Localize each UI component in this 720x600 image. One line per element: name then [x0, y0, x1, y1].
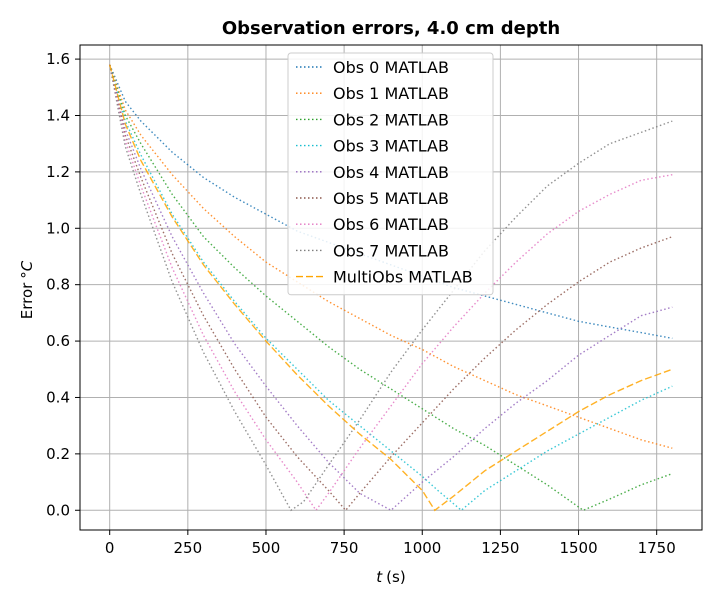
x-tick-label: 1750	[638, 539, 676, 557]
series-line-7	[109, 64, 673, 512]
x-tick-label: 1250	[481, 539, 519, 557]
x-axis-label-var: t	[376, 568, 383, 586]
y-tick-label: 0.0	[46, 501, 70, 519]
x-tick-label: 0	[105, 539, 115, 557]
legend-box	[287, 52, 494, 296]
y-tick-label: 0.6	[46, 332, 70, 350]
ticks: 0 250 500 750 1000 1250 1500 1750 0.0 0.2 0.4 0.6 0.…	[46, 50, 676, 557]
legend-entry-label: Obs 0 MATLAB	[333, 58, 449, 77]
legend-entry-label: Obs 4 MATLAB	[333, 163, 449, 182]
y-axis-label-text: Error	[18, 282, 36, 319]
plot-frame	[79, 44, 703, 531]
legend-entry-label: MultiObs MATLAB	[333, 268, 473, 287]
y-axis-label-unit: °C	[18, 260, 36, 279]
series-line-4	[109, 64, 673, 512]
x-tick-label: 250	[174, 539, 203, 557]
series-line-8	[109, 64, 673, 512]
y-tick-label: 1.2	[46, 163, 70, 181]
x-tick-label: 1000	[403, 539, 441, 557]
chart-title: Observation errors, 4.0 cm depth	[222, 18, 560, 39]
legend: Obs 0 MATLAB Obs 1 MATLAB Obs 2 MATLAB Obs …	[287, 52, 494, 296]
legend-entry-label: Obs 6 MATLAB	[333, 215, 449, 234]
x-tick-label: 750	[330, 539, 359, 557]
series-line-1	[109, 64, 673, 449]
legend-entry-label: Obs 2 MATLAB	[333, 110, 449, 129]
y-tick-label: 1.4	[46, 106, 70, 124]
series-line-5	[109, 64, 673, 512]
x-axis-label: t (s)	[376, 568, 405, 586]
series-line-2	[109, 64, 673, 512]
legend-entry-label: Obs 1 MATLAB	[333, 84, 449, 103]
y-tick-label: 1.6	[46, 50, 70, 68]
legend-entry-label: Obs 5 MATLAB	[333, 189, 449, 208]
y-tick-label: 1.0	[46, 219, 70, 237]
y-tick-label: 0.8	[46, 276, 70, 294]
y-axis-label: Error °C	[18, 260, 36, 319]
legend-entry-label: Obs 3 MATLAB	[333, 137, 449, 156]
x-tick-label: 500	[252, 539, 281, 557]
legend-entry-label: Obs 7 MATLAB	[333, 241, 449, 260]
x-tick-label: 1500	[559, 539, 597, 557]
y-tick-label: 0.2	[46, 445, 70, 463]
y-tick-label: 0.4	[46, 388, 70, 406]
x-axis-label-unit: (s)	[386, 568, 406, 586]
